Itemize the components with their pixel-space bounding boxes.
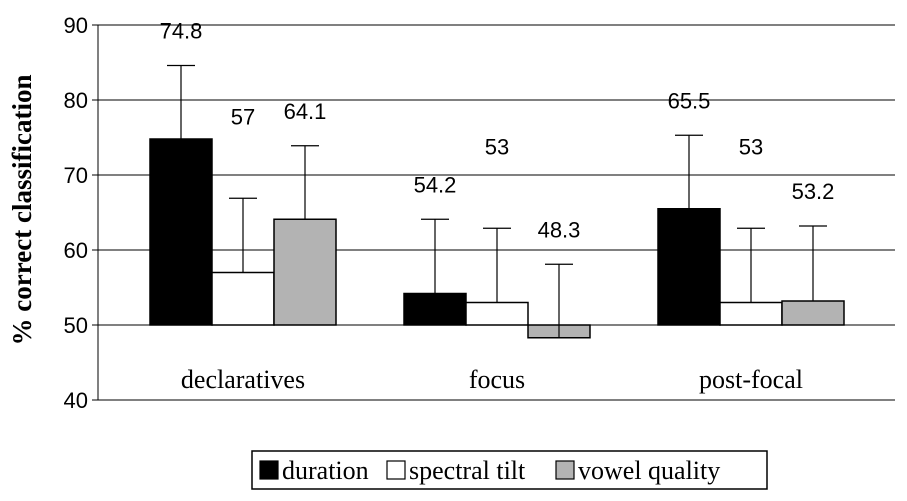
y-tick-label: 70	[64, 163, 88, 188]
bar-duration-focus	[403, 292, 467, 326]
bar-duration-post-focal	[657, 208, 721, 326]
data-labels: 74.8 57 64.1 54.2 53 48.3 65.5 53 53.2	[160, 19, 835, 243]
legend-entry: duration	[282, 456, 369, 485]
category-label: post-focal	[699, 365, 803, 394]
legend-entry: spectral tilt	[409, 456, 526, 485]
y-tick-label: 80	[64, 88, 88, 113]
category-label: focus	[469, 365, 525, 394]
legend-swatch	[259, 460, 279, 480]
bar-vowel-quality-post-focal	[781, 300, 845, 326]
legend: duration spectral tilt vowel quality	[251, 450, 768, 490]
legend-swatch	[386, 460, 406, 480]
data-label: 65.5	[668, 88, 711, 113]
category-labels: declaratives focus post-focal	[181, 365, 803, 394]
y-tick-label: 90	[64, 13, 88, 38]
y-tick-label: 40	[64, 388, 88, 413]
data-label: 74.8	[160, 19, 203, 44]
data-label: 57	[231, 104, 255, 129]
y-tick-label: 50	[64, 313, 88, 338]
gridlines	[98, 24, 895, 401]
data-label: 53	[485, 134, 509, 159]
legend-entry: vowel quality	[578, 456, 720, 485]
error-bars	[167, 64, 827, 338]
legend-swatch	[555, 460, 575, 480]
bar-duration-declaratives	[149, 138, 213, 326]
data-label: 48.3	[538, 217, 581, 242]
y-axis-label: % correct classification	[7, 75, 37, 346]
data-label: 53.2	[792, 179, 835, 204]
data-label: 53	[739, 134, 763, 159]
legend-box	[251, 450, 768, 490]
data-label: 54.2	[414, 172, 457, 197]
bar-spectral-tilt-post-focal	[719, 301, 783, 326]
data-label: 64.1	[284, 99, 327, 124]
category-label: declaratives	[181, 365, 305, 394]
bar-spectral-tilt-declaratives	[211, 271, 275, 326]
bar-vowel-quality-declaratives	[273, 218, 337, 326]
axes: 40 50 60 70 80 90	[64, 13, 99, 413]
bar-spectral-tilt-focus	[465, 301, 529, 326]
y-tick-label: 60	[64, 238, 88, 263]
